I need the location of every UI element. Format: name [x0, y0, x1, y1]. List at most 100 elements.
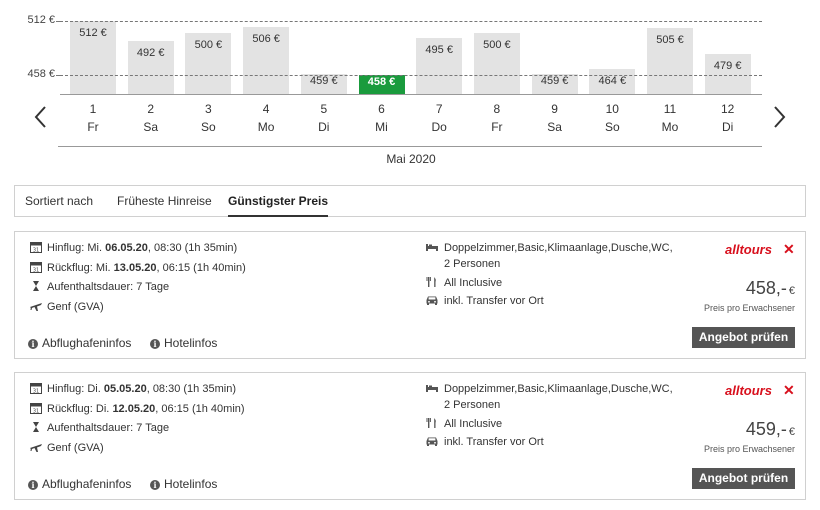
return-date: 12.05.20 — [112, 403, 156, 415]
weekday: Fr — [491, 120, 503, 134]
day-label[interactable]: 6 Mi — [358, 100, 406, 136]
persons: 2 Personen — [444, 258, 501, 270]
day-label[interactable]: 3 So — [184, 100, 232, 136]
board-type: All Inclusive — [444, 418, 503, 430]
weekday: Fr — [87, 120, 99, 134]
calendar-icon: 31 — [29, 382, 43, 395]
price-bar[interactable]: 505 € — [647, 28, 693, 94]
airport-info-link[interactable]: i Abflughafeninfos — [28, 336, 131, 350]
price-amount: 458,- — [745, 278, 787, 298]
month-axis-line — [58, 146, 762, 147]
weekday: Sa — [547, 120, 562, 134]
price-bar[interactable]: 459 € — [300, 74, 347, 94]
day-label[interactable]: 4 Mo — [242, 100, 290, 136]
day-number: 8 — [493, 102, 501, 116]
price-bar[interactable]: 512 € — [70, 21, 116, 94]
next-dates-button[interactable] — [769, 104, 789, 130]
y-tick-low — [56, 75, 62, 76]
weekday: So — [604, 120, 620, 134]
airport-info-label: Abflughafeninfos — [42, 336, 132, 350]
day-label[interactable]: 5 Di — [300, 100, 348, 136]
chevron-left-icon — [34, 106, 46, 128]
price-calendar-chart: 512 € 458 € 512 €492 €500 €506 €459 €458… — [0, 0, 820, 175]
alltours-logo: alltours ✕ — [725, 382, 795, 398]
price-bar-label: 500 € — [194, 39, 223, 51]
return-flight-line: 31 Rückflug: Mi. 13.05.20, 06:15 (1h 40mi… — [29, 259, 246, 277]
bed-icon — [425, 382, 439, 394]
day-label[interactable]: 9 Sa — [531, 100, 579, 136]
fork-knife-icon — [425, 417, 439, 429]
info-icon: i — [150, 339, 160, 349]
departure-airport: Genf (GVA) — [47, 442, 104, 454]
airport-info-link[interactable]: i Abflughafeninfos — [28, 477, 131, 491]
day-label[interactable]: 10 So — [588, 100, 636, 136]
chart-baseline — [60, 94, 762, 95]
outbound-label: Hinflug: — [47, 383, 85, 395]
prev-dates-button[interactable] — [31, 104, 51, 130]
return-time: , 06:15 (1h 40min) — [155, 403, 245, 415]
price-bar[interactable]: 495 € — [416, 38, 463, 94]
price-bar[interactable]: 459 € — [531, 74, 578, 94]
transfer: inkl. Transfer vor Ort — [444, 295, 544, 307]
svg-text:31: 31 — [33, 409, 39, 415]
weekday: Do — [431, 120, 447, 134]
outbound-date: 06.05.20 — [105, 242, 148, 254]
stay-duration-line: Aufenthaltsdauer: 7 Tage — [29, 278, 169, 296]
day-label[interactable]: 8 Fr — [473, 100, 521, 136]
y-guide-line-low — [60, 75, 762, 76]
y-guide-label-high: 512 € — [27, 14, 55, 26]
persons: 2 Personen — [444, 399, 501, 411]
day-number: 1 — [89, 102, 97, 116]
check-offer-button[interactable]: Angebot prüfen — [692, 327, 795, 348]
sort-option-earliest-departure[interactable]: Früheste Hinreise — [117, 194, 212, 208]
price-note: Preis pro Erwachsener — [703, 444, 795, 454]
day-label[interactable]: 12 Di — [704, 100, 752, 136]
airport-info-label: Abflughafeninfos — [42, 477, 132, 491]
price-bar-label: 464 € — [598, 75, 627, 87]
price-bar[interactable]: 492 € — [127, 41, 174, 94]
day-number: 7 — [435, 102, 443, 116]
info-icon: i — [28, 339, 38, 349]
sort-option-lowest-price[interactable]: Günstigster Preis — [228, 186, 329, 217]
day-number: 10 — [605, 102, 619, 116]
hotel-info-label: Hotelinfos — [164, 336, 218, 350]
check-offer-button[interactable]: Angebot prüfen — [692, 468, 795, 489]
price-bar-label: 492 € — [136, 47, 165, 59]
day-label[interactable]: 2 Sa — [127, 100, 175, 136]
price-bar-label: 512 € — [79, 27, 107, 39]
stay-duration: Aufenthaltsdauer: 7 Tage — [47, 422, 170, 434]
weekday: So — [201, 120, 216, 134]
price-bar[interactable]: 479 € — [704, 54, 751, 94]
outbound-flight-line: 31 Hinflug: Mi. 06.05.20, 08:30 (1h 35min… — [29, 239, 237, 257]
day-label[interactable]: 7 Do — [415, 100, 463, 136]
hotel-info-link[interactable]: i Hotelinfos — [150, 477, 217, 491]
svg-text:alltours: alltours — [725, 383, 772, 398]
sort-bar: Sortiert nach Früheste Hinreise Günstigs… — [14, 185, 806, 217]
weekday: Di — [318, 120, 330, 134]
calendar-icon: 31 — [29, 402, 43, 415]
room-line: Doppelzimmer,Basic,Klimaanlage,Dusche,WC… — [425, 381, 673, 397]
return-day: Mi. — [95, 262, 111, 274]
price: 459,- € — [746, 419, 795, 440]
price-bar[interactable]: 464 € — [589, 69, 636, 94]
day-number: 12 — [721, 102, 735, 116]
hotel-info-link[interactable]: i Hotelinfos — [150, 336, 217, 350]
day-number: 3 — [205, 102, 212, 116]
day-label[interactable]: 11 Mo — [646, 100, 694, 136]
weekday: Mi — [375, 120, 388, 134]
day-number: 9 — [551, 102, 558, 116]
price-bar[interactable]: 500 € — [473, 33, 520, 94]
info-icon: i — [150, 480, 160, 490]
price-bar[interactable]: 458 € — [358, 75, 405, 94]
return-day: Di. — [95, 403, 110, 415]
day-label[interactable]: 1 Fr — [69, 100, 117, 136]
price-bar-label: 505 € — [656, 34, 684, 46]
info-icon: i — [28, 480, 38, 490]
fork-knife-icon — [425, 276, 439, 288]
airport-line: Genf (GVA) — [29, 439, 104, 457]
car-icon — [425, 435, 439, 447]
price-bar[interactable]: 506 € — [243, 27, 290, 94]
bed-icon — [425, 241, 439, 253]
price-bar-label: 459 € — [310, 75, 338, 87]
price-bar[interactable]: 500 € — [185, 33, 232, 94]
